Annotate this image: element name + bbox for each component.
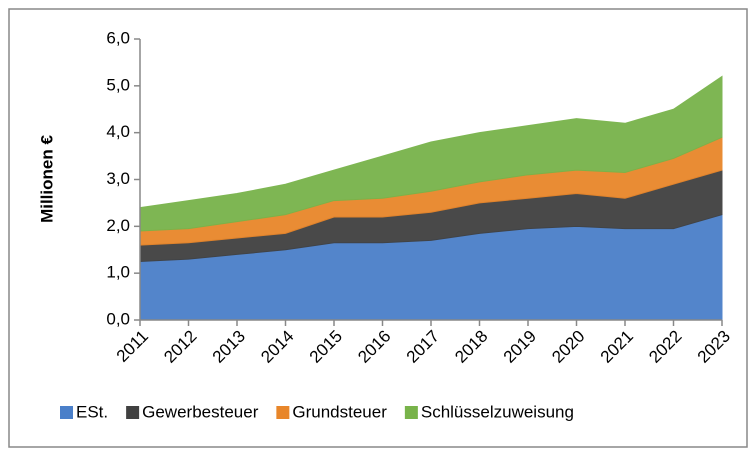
y-tick-label: 3,0 xyxy=(106,169,130,188)
legend-label: ESt. xyxy=(76,402,108,421)
legend-swatch xyxy=(126,406,140,419)
y-tick-label: 1,0 xyxy=(106,263,130,282)
y-tick-label: 2,0 xyxy=(106,216,130,235)
legend-swatch xyxy=(60,406,73,419)
y-tick-label: 6,0 xyxy=(106,28,130,47)
legend-label: Schlüsselzuweisung xyxy=(421,402,574,421)
y-tick-label: 4,0 xyxy=(106,122,130,141)
legend-swatch xyxy=(276,406,290,419)
y-tick-label: 5,0 xyxy=(106,75,130,94)
y-axis-label: Millionen € xyxy=(37,135,56,223)
area xyxy=(139,75,723,232)
legend-label: Gewerbesteuer xyxy=(142,402,259,421)
y-tick-label: 0,0 xyxy=(106,309,130,328)
legend-label: Grundsteuer xyxy=(292,402,387,421)
legend-swatch xyxy=(404,406,418,419)
